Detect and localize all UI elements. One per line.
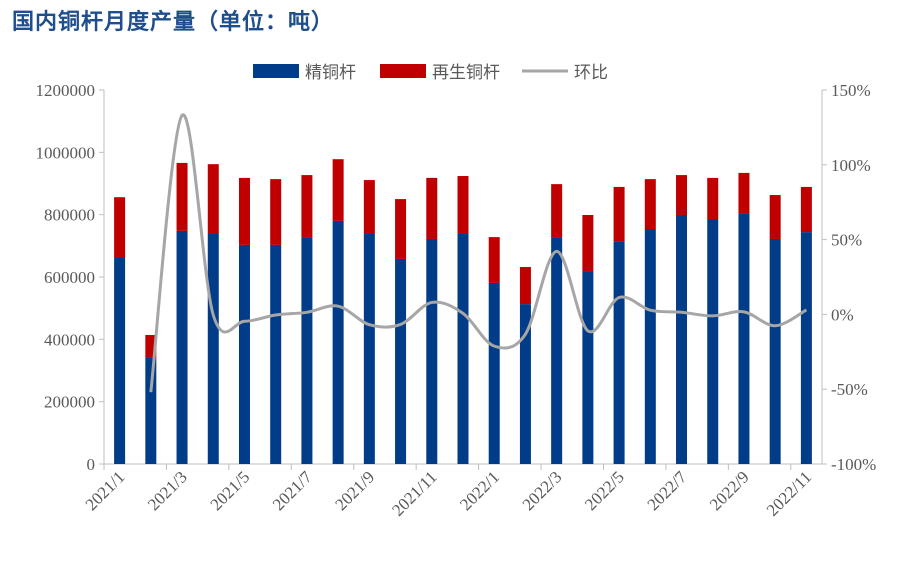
bar-recycled-copper-rod <box>332 159 344 221</box>
bar-recycled-copper-rod <box>707 177 719 220</box>
bar-recycled-copper-rod <box>738 172 750 214</box>
x-tick-label: 2021/7 <box>269 467 316 514</box>
right-tick-label: -50% <box>831 380 868 399</box>
bar-refined-copper-rod <box>613 241 625 464</box>
bar-refined-copper-rod <box>519 304 531 464</box>
x-tick-label: 2022/9 <box>706 467 753 514</box>
bar-refined-copper-rod <box>769 238 781 464</box>
bar-refined-copper-rod <box>176 230 188 464</box>
x-tick-label: 2021/11 <box>388 467 440 519</box>
bar-refined-copper-rod <box>488 282 500 464</box>
x-tick-label: 2022/1 <box>456 467 503 514</box>
x-tick-label: 2022/5 <box>581 467 628 514</box>
bar-refined-copper-rod <box>363 233 375 464</box>
right-tick-label: 50% <box>831 231 862 250</box>
bar-refined-copper-rod <box>457 233 469 464</box>
bar-recycled-copper-rod <box>676 175 688 215</box>
legend-label-mom: 环比 <box>574 63 608 83</box>
x-tick-label: 2021/3 <box>144 467 191 514</box>
chart-title: 国内铜杆月度产量（单位：吨） <box>12 9 335 35</box>
left-tick-label: 200000 <box>44 393 95 412</box>
bar-recycled-copper-rod <box>582 214 594 272</box>
x-tick-label: 2021/9 <box>331 467 378 514</box>
bar-refined-copper-rod <box>707 219 719 464</box>
bar-recycled-copper-rod <box>519 267 531 305</box>
right-tick-label: 0% <box>831 305 854 324</box>
bar-recycled-copper-rod <box>395 199 407 259</box>
bar-recycled-copper-rod <box>238 177 250 245</box>
mom-line <box>149 113 808 393</box>
bar-recycled-copper-rod <box>488 237 500 283</box>
legend-swatch-recycled <box>380 64 426 78</box>
bar-refined-copper-rod <box>582 271 594 464</box>
bar-recycled-copper-rod <box>457 176 469 234</box>
bar-refined-copper-rod <box>332 220 344 464</box>
bar-refined-copper-rod <box>114 257 126 464</box>
bar-recycled-copper-rod <box>800 186 812 233</box>
left-tick-label: 800000 <box>44 206 95 225</box>
bar-recycled-copper-rod <box>769 195 781 239</box>
bar-refined-copper-rod <box>738 213 750 464</box>
x-tick-label: 2022/7 <box>644 467 691 514</box>
x-tick-label: 2021/5 <box>206 467 253 514</box>
bar-recycled-copper-rod <box>207 164 219 234</box>
left-tick-label: 400000 <box>44 330 95 349</box>
left-tick-label: 0 <box>87 455 96 474</box>
bar-recycled-copper-rod <box>426 177 438 239</box>
x-tick-label: 2022/11 <box>763 467 815 519</box>
bar-recycled-copper-rod <box>176 162 188 231</box>
x-tick-label: 2021/1 <box>82 467 129 514</box>
bar-refined-copper-rod <box>800 232 812 464</box>
left-tick-label: 1000000 <box>36 143 96 162</box>
bar-refined-copper-rod <box>551 237 563 464</box>
right-tick-label: -100% <box>831 455 876 474</box>
left-tick-label: 600000 <box>44 268 95 287</box>
bar-recycled-copper-rod <box>270 179 282 245</box>
bar-refined-copper-rod <box>238 244 250 464</box>
right-tick-label: 100% <box>831 156 871 175</box>
bar-recycled-copper-rod <box>114 197 126 258</box>
bar-recycled-copper-rod <box>145 334 157 358</box>
bar-recycled-copper-rod <box>301 175 313 238</box>
bar-refined-copper-rod <box>270 244 282 464</box>
bar-refined-copper-rod <box>676 214 688 464</box>
right-tick-label: 150% <box>831 81 871 100</box>
bar-recycled-copper-rod <box>644 179 656 230</box>
left-tick-label: 1200000 <box>36 81 96 100</box>
bar-refined-copper-rod <box>644 229 656 464</box>
bar-recycled-copper-rod <box>551 184 563 238</box>
bar-refined-copper-rod <box>207 233 219 464</box>
bar-refined-copper-rod <box>395 258 407 464</box>
bar-refined-copper-rod <box>145 357 157 464</box>
legend-swatch-refined <box>253 64 299 78</box>
legend-label-refined: 精铜杆 <box>305 63 356 83</box>
bar-recycled-copper-rod <box>363 180 375 234</box>
x-tick-label: 2022/3 <box>519 467 566 514</box>
legend-label-recycled: 再生铜杆 <box>432 63 500 83</box>
bar-refined-copper-rod <box>301 237 313 464</box>
bar-recycled-copper-rod <box>613 186 625 242</box>
bar-refined-copper-rod <box>426 238 438 464</box>
